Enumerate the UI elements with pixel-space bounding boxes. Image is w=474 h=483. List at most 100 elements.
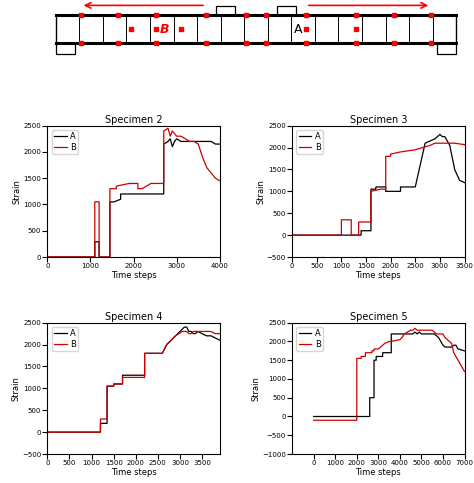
- X-axis label: Time steps: Time steps: [356, 468, 401, 477]
- A: [111, 384, 117, 389]
- B: [363, 350, 368, 355]
- B: [354, 417, 360, 423]
- A: [451, 342, 456, 348]
- B: [139, 186, 145, 192]
- Line: A: A: [314, 332, 465, 416]
- B: [191, 328, 196, 334]
- B: [142, 374, 147, 380]
- B: [449, 341, 455, 346]
- A: [98, 421, 103, 426]
- A: [96, 239, 102, 245]
- Text: A: A: [293, 23, 302, 36]
- B: [98, 416, 103, 422]
- B: [212, 331, 218, 337]
- B: [96, 199, 102, 205]
- A: [311, 413, 317, 419]
- B: [217, 331, 223, 337]
- B: [173, 333, 178, 339]
- B: [204, 165, 210, 170]
- B: [135, 181, 141, 186]
- A: [92, 239, 98, 245]
- A: [432, 136, 438, 142]
- A: [422, 140, 428, 146]
- A: [200, 139, 205, 144]
- B: [92, 254, 98, 260]
- Title: Specimen 2: Specimen 2: [105, 115, 163, 125]
- Line: B: B: [292, 143, 469, 235]
- B: [104, 384, 110, 389]
- A: [412, 184, 418, 190]
- A: [164, 341, 170, 347]
- B: [195, 328, 201, 334]
- B: [98, 429, 103, 435]
- Bar: [277, 6, 296, 15]
- Legend: A, B: A, B: [52, 327, 78, 351]
- A: [388, 350, 394, 355]
- B: [447, 140, 453, 146]
- A: [358, 232, 364, 238]
- A: [92, 254, 98, 260]
- A: [195, 328, 201, 334]
- B: [92, 199, 98, 205]
- B: [437, 140, 443, 146]
- A: [213, 141, 219, 147]
- Line: A: A: [47, 139, 224, 257]
- B: [398, 149, 403, 155]
- B: [182, 136, 188, 142]
- A: [204, 139, 210, 144]
- B: [436, 331, 441, 337]
- A: [398, 188, 403, 194]
- B: [186, 331, 191, 337]
- A: [186, 328, 191, 334]
- A: [217, 337, 223, 343]
- A: [383, 188, 389, 194]
- A: [178, 139, 184, 144]
- A: [373, 186, 379, 192]
- B: [213, 175, 219, 181]
- B: [148, 181, 154, 186]
- B: [414, 327, 420, 333]
- A: [208, 139, 214, 144]
- B: [410, 327, 416, 333]
- A: [414, 331, 420, 337]
- A: [373, 184, 379, 190]
- B: [289, 232, 295, 238]
- B: [453, 354, 459, 359]
- A: [437, 131, 443, 137]
- B: [191, 139, 197, 144]
- B: [371, 346, 377, 352]
- B: [388, 339, 394, 344]
- B: [427, 327, 433, 333]
- Text: B: B: [159, 23, 169, 36]
- A: [161, 141, 166, 147]
- B: [221, 181, 227, 186]
- B: [356, 219, 362, 225]
- B: [338, 232, 344, 238]
- Legend: A, B: A, B: [296, 327, 323, 351]
- X-axis label: Time steps: Time steps: [111, 468, 156, 477]
- A: [455, 346, 461, 352]
- Title: Specimen 3: Specimen 3: [350, 115, 407, 125]
- A: [457, 177, 463, 183]
- B: [204, 328, 210, 334]
- B: [45, 429, 50, 435]
- B: [447, 339, 452, 344]
- Line: A: A: [47, 327, 220, 432]
- B: [358, 355, 364, 361]
- A: [371, 357, 377, 363]
- Y-axis label: Strain: Strain: [13, 179, 22, 204]
- B: [440, 331, 446, 337]
- B: [378, 186, 383, 192]
- B: [142, 351, 147, 356]
- Y-axis label: Strain: Strain: [252, 376, 261, 401]
- A: [427, 331, 433, 337]
- A: [398, 184, 403, 190]
- B: [397, 337, 403, 342]
- B: [442, 335, 448, 341]
- A: [447, 142, 453, 148]
- B: [432, 140, 438, 146]
- A: [419, 331, 424, 337]
- Line: B: B: [314, 328, 465, 420]
- B: [423, 327, 428, 333]
- A: [383, 184, 389, 190]
